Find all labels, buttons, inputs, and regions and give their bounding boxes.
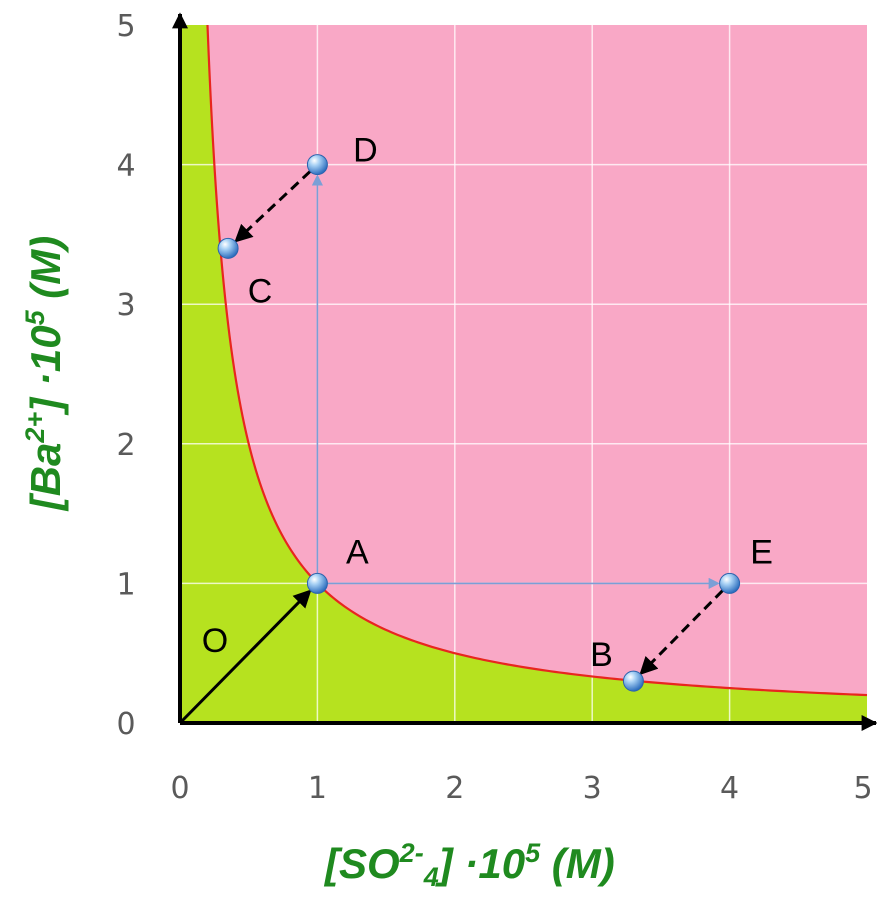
point-label-c: C <box>248 272 273 310</box>
curve-line <box>206 24 868 697</box>
x-axis-title: [SO2-4] ·105 (M) <box>325 838 615 892</box>
point-label-b: B <box>590 636 613 674</box>
point-a <box>306 572 328 594</box>
tick-labels: 0 1 2 3 4 5 0 1 2 3 4 5 <box>116 9 872 806</box>
y-tick-label: 2 <box>116 428 135 463</box>
y-tick-label: 3 <box>116 288 135 323</box>
point-e <box>719 572 741 594</box>
y-axis-title: [Ba2+] ·105 (M) <box>20 235 69 511</box>
x-tick-label: 2 <box>445 771 464 806</box>
point-labels: A B C D E O <box>202 132 773 675</box>
point-b <box>622 670 644 692</box>
y-tick-label: 1 <box>116 567 135 602</box>
arrow-o-a <box>178 589 312 725</box>
point-c <box>217 237 239 259</box>
point-label-a: A <box>346 533 369 571</box>
y-tick-label: 0 <box>116 707 135 742</box>
x-tick-label: 0 <box>170 771 189 806</box>
x-tick-label: 4 <box>720 771 739 806</box>
x-tick-label: 1 <box>308 771 327 806</box>
x-tick-label: 5 <box>853 771 872 806</box>
point-d <box>306 154 328 176</box>
y-tick-label: 5 <box>116 9 135 44</box>
arrow-d-c <box>234 170 312 243</box>
point-label-d: D <box>353 132 378 170</box>
grid <box>180 25 867 723</box>
x-tick-label: 3 <box>583 771 602 806</box>
arrow-e-b <box>639 589 724 676</box>
arrows <box>178 170 724 725</box>
axes <box>172 12 877 731</box>
origin-label: O <box>202 622 228 660</box>
points <box>217 154 741 692</box>
point-label-e: E <box>750 533 773 571</box>
y-tick-label: 4 <box>116 149 135 184</box>
